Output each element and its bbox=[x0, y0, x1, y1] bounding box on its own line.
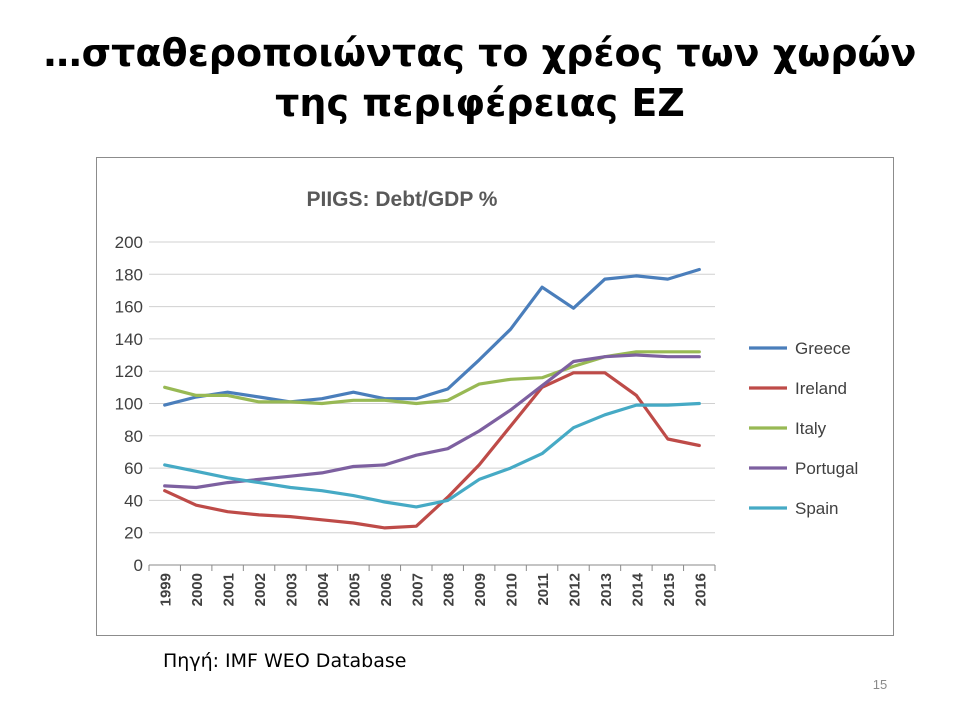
y-tick-label: 140 bbox=[115, 330, 143, 349]
slide-title-line-2: της περιφέρειας ΕΖ bbox=[275, 81, 685, 125]
slide-title-line-1: …σταθεροποιώντας το χρέος των χωρών bbox=[43, 31, 917, 75]
series-line-ireland bbox=[163, 371, 701, 530]
x-tick-label: 2009 bbox=[472, 573, 489, 606]
y-tick-label: 20 bbox=[124, 524, 143, 543]
x-tick-label: 2005 bbox=[346, 573, 363, 606]
legend-label-portugal: Portugal bbox=[795, 459, 858, 478]
x-tick-label: 2012 bbox=[567, 573, 584, 606]
x-tick-label: 2004 bbox=[315, 572, 332, 606]
x-tick-label: 2000 bbox=[189, 573, 206, 606]
legend-label-spain: Spain bbox=[795, 499, 838, 518]
y-tick-label: 80 bbox=[124, 427, 143, 446]
x-tick-label: 2001 bbox=[221, 573, 238, 606]
legend-label-italy: Italy bbox=[795, 419, 827, 438]
x-tick-label: 2011 bbox=[535, 573, 552, 606]
x-tick-label: 2014 bbox=[629, 572, 646, 606]
debt-gdp-line-chart: PIIGS: Debt/GDP % 0 20 40 60 80 100 120 140 160 18… bbox=[115, 188, 859, 606]
source-note: Πηγή: IMF WEO Database bbox=[163, 650, 407, 672]
y-tick-label: 40 bbox=[124, 491, 143, 510]
x-tick-label: 2003 bbox=[284, 573, 301, 606]
x-tick-label: 2015 bbox=[661, 573, 678, 606]
x-tick-label: 2002 bbox=[252, 573, 269, 606]
y-tick-label: 120 bbox=[115, 362, 143, 381]
x-tick-label: 2010 bbox=[504, 573, 521, 606]
series-line-greece bbox=[163, 267, 701, 407]
series-line-portugal bbox=[163, 353, 701, 490]
y-tick-label: 100 bbox=[115, 395, 143, 414]
x-tick-label: 2007 bbox=[409, 573, 426, 606]
slide-title: …σταθεροποιώντας το χρέος των χωρών της … bbox=[40, 28, 920, 128]
chart-title: PIIGS: Debt/GDP % bbox=[307, 188, 498, 211]
x-tick-label: 2016 bbox=[692, 573, 709, 606]
page-number: 15 bbox=[872, 677, 888, 692]
x-tick-label: 1999 bbox=[158, 573, 175, 606]
chart-frame: PIIGS: Debt/GDP % 0 20 40 60 80 100 120 140 160 18… bbox=[96, 157, 894, 636]
y-tick-label: 0 bbox=[134, 556, 143, 575]
x-tick-label: 2006 bbox=[378, 573, 395, 606]
series-line-spain bbox=[163, 401, 701, 509]
legend-label-ireland: Ireland bbox=[795, 379, 847, 398]
x-tick-label: 2013 bbox=[598, 573, 615, 606]
y-tick-label: 60 bbox=[124, 459, 143, 478]
x-tick-label: 2008 bbox=[441, 573, 458, 606]
y-tick-label: 200 bbox=[115, 233, 143, 252]
legend-label-greece: Greece bbox=[795, 339, 851, 358]
y-tick-label: 160 bbox=[115, 298, 143, 317]
y-tick-label: 180 bbox=[115, 265, 143, 284]
